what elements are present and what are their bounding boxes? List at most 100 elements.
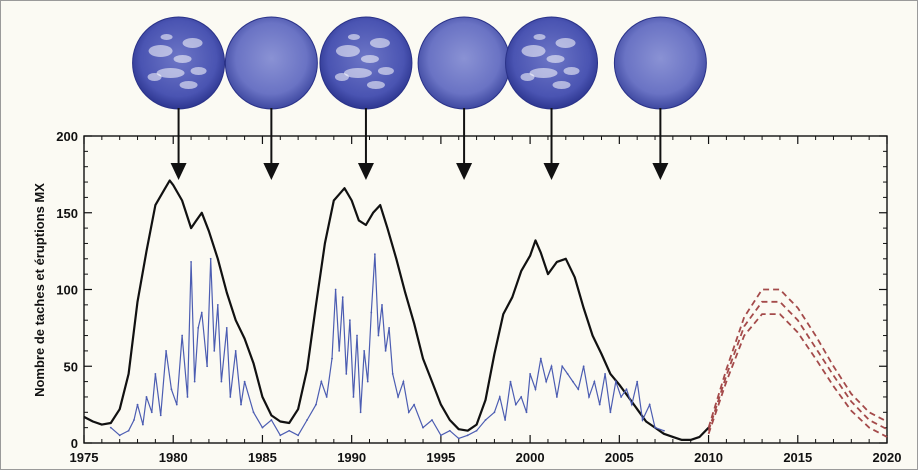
mx-flare-point: [240, 403, 242, 406]
mx-flare-point: [509, 380, 512, 383]
mx-flare-point: [127, 429, 130, 432]
y-tick-label: 0: [71, 436, 78, 451]
mx-flare-point: [384, 350, 387, 352]
mx-flare-point: [348, 319, 351, 322]
x-tick-label: 1985: [248, 450, 277, 465]
y-axis-label: Nombre de taches et éruptions MX: [32, 183, 47, 397]
mx-flare-point: [630, 403, 633, 406]
mx-flare-point: [663, 429, 665, 432]
prediction-line: [707, 300, 888, 431]
x-tick-label: 2020: [873, 450, 902, 465]
active-region: [160, 34, 173, 40]
mx-flare-point: [297, 434, 300, 437]
active-region: [366, 81, 385, 89]
mx-flare-point: [334, 288, 337, 291]
x-tick-label: 1980: [159, 450, 188, 465]
mx-flare-point: [206, 365, 209, 368]
active-region: [148, 45, 173, 57]
mx-flare-point: [243, 380, 246, 383]
mx-flare-point: [439, 434, 442, 437]
mx-flare-point: [270, 419, 273, 421]
sun-disc-row: [132, 16, 707, 110]
mx-flare-point: [484, 419, 487, 421]
mx-flare-point: [598, 403, 601, 406]
x-tick-label: 2005: [605, 450, 634, 465]
axis-ticks: 1975 1980 1985 1990 1995 2000 2005 2010 2015 2020…: [56, 129, 901, 465]
mx-flare-point: [288, 429, 291, 432]
mx-flare-point: [190, 260, 192, 263]
mx-flare-point: [545, 380, 548, 383]
mx-flare-point: [457, 437, 460, 440]
mx-flare-point: [118, 434, 121, 437]
active-region: [334, 73, 349, 81]
active-region: [555, 38, 576, 48]
mx-flare-point: [588, 396, 590, 398]
mx-flare-point: [220, 380, 223, 383]
mx-flare-point: [331, 357, 333, 360]
prediction-line: [707, 313, 888, 438]
mx-flare-point: [466, 434, 469, 437]
mx-flare-point: [165, 350, 167, 352]
active-region: [521, 45, 546, 57]
mx-flare-point: [534, 388, 537, 391]
mx-flare-point: [577, 388, 580, 391]
mx-flare-point: [234, 350, 237, 352]
mx-flare-point: [636, 380, 639, 383]
sunspot-series: [83, 179, 710, 441]
x-tick-label: 2000: [516, 450, 545, 465]
arrow-head: [652, 163, 669, 180]
mx-flare-point: [402, 380, 405, 383]
mx-flare-point: [325, 396, 328, 398]
active-region: [335, 45, 360, 57]
arrow-head: [170, 163, 187, 180]
mx-flare-point: [641, 419, 644, 421]
mx-flare-point: [475, 429, 478, 432]
mx-flare-point: [150, 411, 153, 414]
active-region: [347, 34, 360, 40]
mx-flare-point: [279, 434, 282, 437]
quiet-sun-disc: [224, 16, 318, 110]
prediction-line: [707, 288, 888, 428]
mx-flare-point: [252, 411, 255, 414]
mx-flare-point: [216, 303, 219, 306]
mx-flare-point: [422, 426, 424, 429]
mx-flare-point: [520, 396, 523, 398]
mx-flare-point: [550, 365, 553, 368]
mx-flare-point: [625, 388, 628, 391]
active-region: [156, 68, 185, 78]
mx-flare-point: [186, 396, 189, 398]
mx-flare-point: [609, 411, 612, 414]
mx-flare-point: [561, 365, 564, 368]
mx-flare-series: [110, 254, 665, 440]
mx-flare-point: [359, 411, 362, 414]
mx-flare-point: [448, 429, 451, 432]
x-tick-label: 1995: [426, 450, 455, 465]
active-region: [147, 73, 162, 81]
mx-flare-point: [377, 334, 380, 337]
active-region: [552, 81, 571, 89]
mx-flare-point: [341, 296, 344, 299]
mx-flare-point: [175, 403, 178, 406]
mx-flare-point: [539, 357, 542, 360]
quiet-sun-disc: [613, 16, 707, 110]
x-tick-label: 2015: [783, 450, 812, 465]
mx-flare-point: [356, 334, 358, 337]
mx-flare-point: [593, 380, 596, 383]
mx-flare-point: [648, 403, 651, 406]
y-tick-label: 150: [56, 206, 78, 221]
active-region: [533, 34, 546, 40]
mx-flare-point: [170, 388, 173, 391]
y-tick-label: 50: [64, 359, 78, 374]
mx-flare-point: [397, 396, 399, 398]
mx-flare-point: [352, 396, 355, 398]
mx-flare-point: [373, 253, 376, 256]
mx-flare-point: [388, 326, 391, 329]
mx-flare-point: [555, 396, 558, 398]
arrow-head: [263, 163, 280, 180]
active-region: [369, 38, 390, 48]
mx-flare-point: [614, 380, 617, 383]
arrow-head: [357, 163, 374, 180]
mx-flare-point: [159, 414, 162, 417]
mx-flare-point: [363, 350, 366, 352]
